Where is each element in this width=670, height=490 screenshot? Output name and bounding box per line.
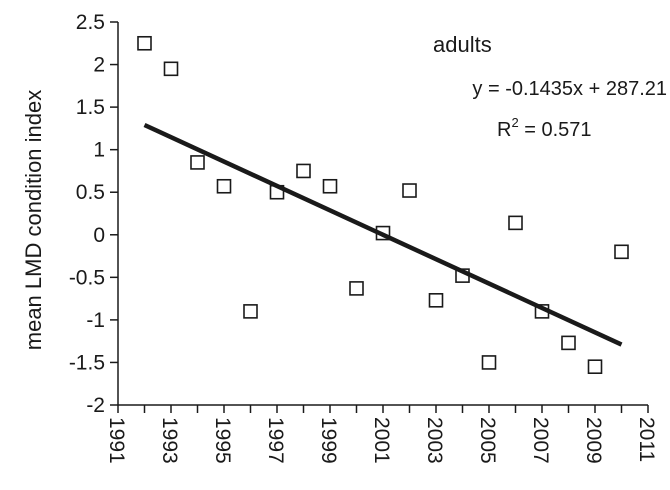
data-point — [349, 281, 364, 296]
data-point — [190, 155, 205, 170]
y-tick-label: 2.5 — [76, 11, 105, 34]
data-point — [587, 359, 603, 375]
x-tick-label: 2001 — [370, 417, 393, 464]
data-point — [163, 61, 179, 77]
data-point — [137, 35, 152, 51]
r-squared-value: = 0.571 — [519, 119, 592, 141]
y-ticks: 2.5 2 1.5 1 0.5 0 -0.5 -1 -1.5 -2 — [69, 11, 118, 417]
data-point — [243, 304, 258, 319]
x-tick-label: 1997 — [264, 417, 287, 464]
data-point — [322, 178, 338, 194]
y-tick-label: -2 — [86, 394, 105, 417]
y-tick-label: -1.5 — [69, 351, 105, 374]
data-point — [561, 335, 576, 351]
x-ticks: 1991 1993 1995 1997 1999 2001 2003 2005 2007 2009… — [105, 405, 658, 464]
y-tick-label: 2 — [93, 54, 105, 77]
x-tick-label: 1991 — [105, 417, 128, 464]
data-point — [296, 163, 311, 179]
r-squared-superscript: 2 — [511, 115, 518, 130]
x-tick-label: 2003 — [423, 417, 446, 464]
data-point — [428, 293, 444, 308]
data-point — [481, 355, 497, 370]
y-tick-label: 1 — [93, 139, 105, 162]
y-tick-label: 0.5 — [76, 181, 105, 204]
data-point — [402, 183, 417, 198]
trendline — [143, 122, 623, 347]
x-tick-label: 2005 — [476, 417, 499, 464]
y-tick-label: 1.5 — [76, 96, 105, 119]
x-tick-label: 2007 — [529, 417, 552, 464]
y-axis-title: mean LMD condition index — [21, 90, 46, 350]
y-tick-label: -0.5 — [69, 266, 105, 289]
r-squared-label: R2 = 0.571 — [497, 115, 592, 141]
data-point — [614, 244, 629, 260]
r-squared-symbol: R — [497, 119, 511, 141]
x-tick-label: 1993 — [158, 417, 181, 464]
x-tick-label: 2009 — [582, 417, 605, 464]
data-point — [508, 215, 523, 231]
regression-equation: y = -0.1435x + 287.21 — [472, 78, 667, 100]
x-tick-label: 2011 — [635, 417, 658, 462]
data-point — [216, 178, 232, 194]
y-tick-label: 0 — [93, 224, 105, 247]
x-tick-label: 1999 — [317, 417, 340, 464]
panel-label: adults — [433, 32, 492, 57]
x-tick-label: 1995 — [211, 417, 234, 464]
y-tick-label: -1 — [86, 309, 105, 332]
